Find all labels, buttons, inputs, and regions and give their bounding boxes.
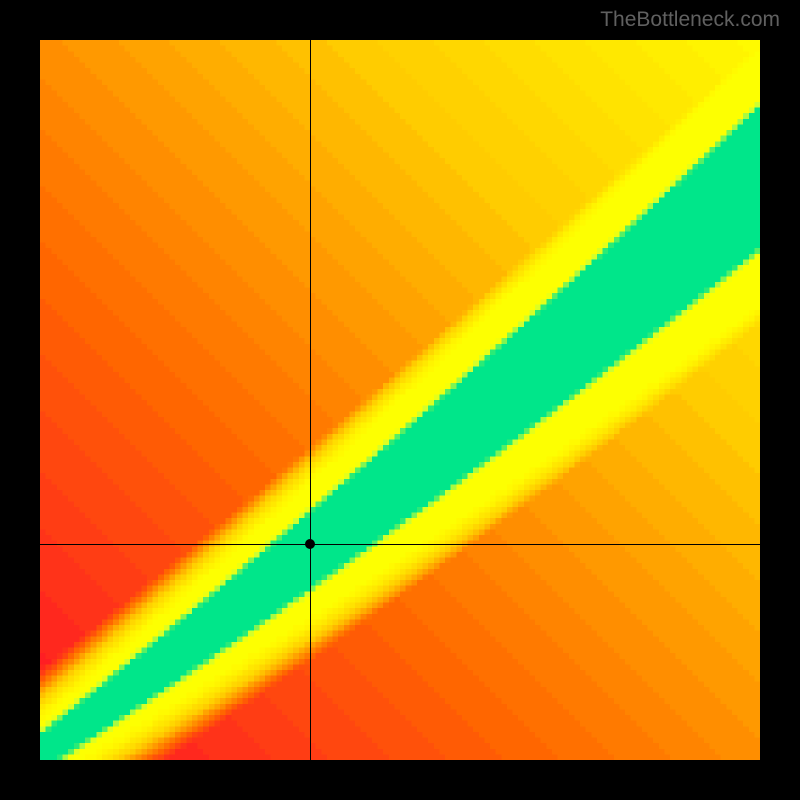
watermark-text: TheBottleneck.com (600, 8, 780, 32)
crosshair-vertical (310, 40, 311, 760)
data-point-marker (305, 539, 315, 549)
heatmap-canvas (40, 40, 760, 760)
heatmap-plot-area (40, 40, 760, 760)
crosshair-horizontal (40, 544, 760, 545)
